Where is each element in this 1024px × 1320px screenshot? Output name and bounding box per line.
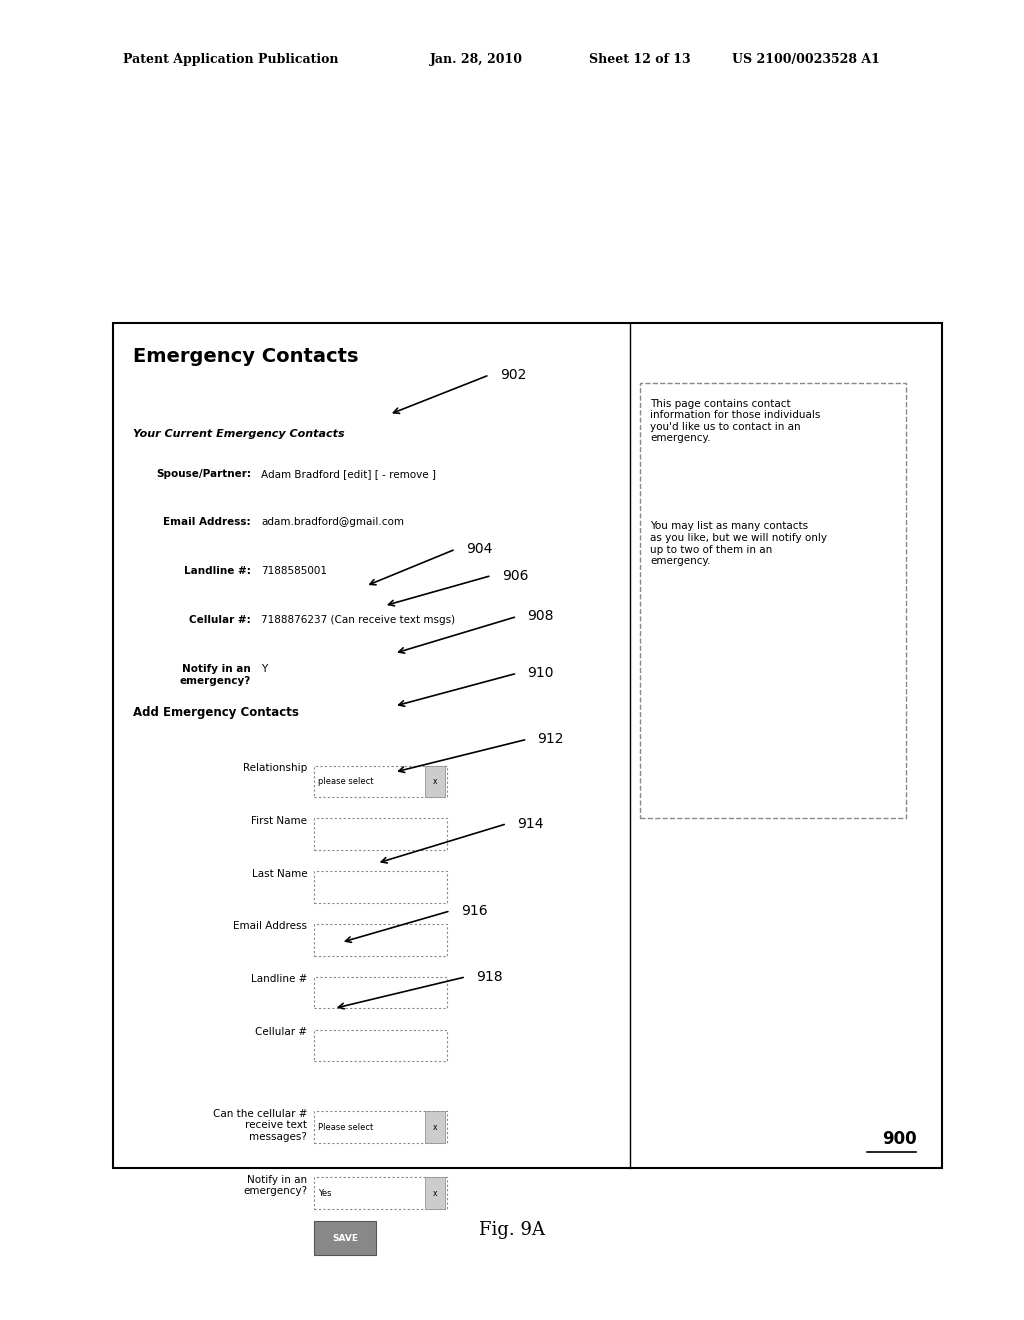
FancyBboxPatch shape xyxy=(425,1111,445,1143)
Text: x: x xyxy=(433,777,437,785)
Text: Fig. 9A: Fig. 9A xyxy=(479,1221,545,1239)
Text: Cellular #:: Cellular #: xyxy=(189,615,251,626)
FancyBboxPatch shape xyxy=(425,1177,445,1209)
Text: Add Emergency Contacts: Add Emergency Contacts xyxy=(133,706,299,719)
Text: SAVE: SAVE xyxy=(332,1234,358,1242)
Text: Landline #: Landline # xyxy=(251,974,307,985)
Text: 914: 914 xyxy=(517,817,544,830)
Text: 900: 900 xyxy=(882,1130,916,1148)
Text: Notify in an
emergency?: Notify in an emergency? xyxy=(179,664,251,685)
Text: Yes: Yes xyxy=(318,1189,332,1197)
Text: 906: 906 xyxy=(502,569,528,582)
Text: This page contains contact
information for those individuals
you'd like us to co: This page contains contact information f… xyxy=(650,399,820,444)
Text: Emergency Contacts: Emergency Contacts xyxy=(133,347,358,366)
Text: 910: 910 xyxy=(527,667,554,680)
Text: Notify in an
emergency?: Notify in an emergency? xyxy=(243,1175,307,1196)
Text: First Name: First Name xyxy=(251,816,307,826)
Text: Landline #:: Landline #: xyxy=(184,566,251,577)
Text: Last Name: Last Name xyxy=(252,869,307,879)
Text: Can the cellular #
receive text
messages?: Can the cellular # receive text messages… xyxy=(213,1109,307,1142)
Text: 912: 912 xyxy=(538,733,564,746)
Text: Adam Bradford [edit] [ - remove ]: Adam Bradford [edit] [ - remove ] xyxy=(261,469,436,479)
Text: 904: 904 xyxy=(466,543,493,556)
Text: Your Current Emergency Contacts: Your Current Emergency Contacts xyxy=(133,429,345,440)
Text: x: x xyxy=(433,1123,437,1131)
Text: 7188585001: 7188585001 xyxy=(261,566,327,577)
FancyBboxPatch shape xyxy=(314,871,447,903)
FancyBboxPatch shape xyxy=(113,323,942,1168)
Text: US 2100/0023528 A1: US 2100/0023528 A1 xyxy=(732,53,880,66)
Text: You may list as many contacts
as you like, but we will notify only
up to two of : You may list as many contacts as you lik… xyxy=(650,521,827,566)
Text: 902: 902 xyxy=(500,368,526,381)
FancyBboxPatch shape xyxy=(640,383,906,818)
FancyBboxPatch shape xyxy=(314,766,447,797)
Text: 908: 908 xyxy=(527,610,554,623)
Text: Sheet 12 of 13: Sheet 12 of 13 xyxy=(589,53,690,66)
Text: 7188876237 (Can receive text msgs): 7188876237 (Can receive text msgs) xyxy=(261,615,456,626)
FancyBboxPatch shape xyxy=(314,924,447,956)
Text: Patent Application Publication: Patent Application Publication xyxy=(123,53,338,66)
FancyBboxPatch shape xyxy=(425,766,445,797)
FancyBboxPatch shape xyxy=(314,1111,447,1143)
Text: 916: 916 xyxy=(461,904,487,917)
Text: x: x xyxy=(433,1189,437,1197)
Text: adam.bradford@gmail.com: adam.bradford@gmail.com xyxy=(261,517,404,528)
Text: Relationship: Relationship xyxy=(243,763,307,774)
Text: Spouse/Partner:: Spouse/Partner: xyxy=(156,469,251,479)
FancyBboxPatch shape xyxy=(314,1177,447,1209)
FancyBboxPatch shape xyxy=(314,1030,447,1061)
Text: Jan. 28, 2010: Jan. 28, 2010 xyxy=(430,53,523,66)
Text: please select: please select xyxy=(318,777,374,785)
Text: 918: 918 xyxy=(476,970,503,983)
Text: Email Address: Email Address xyxy=(233,921,307,932)
Text: Y: Y xyxy=(261,664,267,675)
Text: Please select: Please select xyxy=(318,1123,374,1131)
Text: Cellular #: Cellular # xyxy=(255,1027,307,1038)
FancyBboxPatch shape xyxy=(314,977,447,1008)
FancyBboxPatch shape xyxy=(314,1221,376,1255)
FancyBboxPatch shape xyxy=(314,818,447,850)
Text: Email Address:: Email Address: xyxy=(163,517,251,528)
